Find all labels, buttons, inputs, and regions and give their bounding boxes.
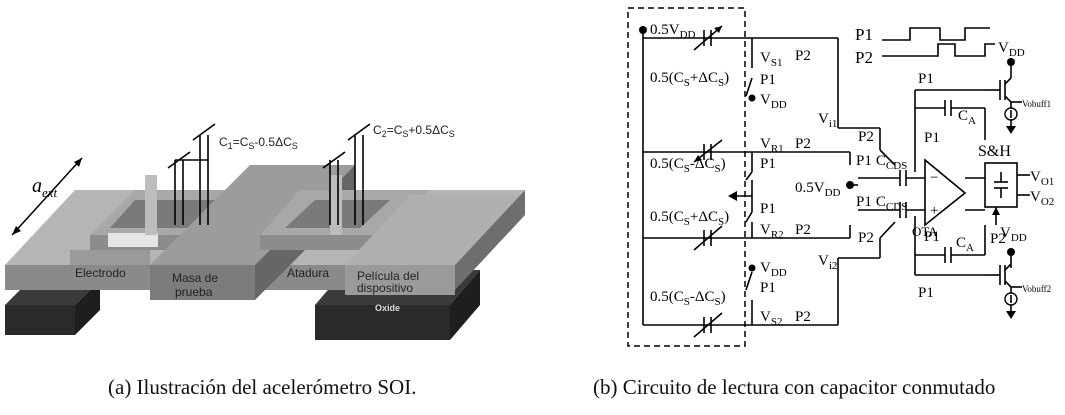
ota-label: OTA [912, 224, 938, 239]
vobuff1-label: Vobuff1 [1022, 99, 1051, 109]
ca-label-top: CA [958, 108, 976, 127]
cds-section [846, 128, 925, 258]
p2-label-b: P2 [795, 136, 811, 152]
p1-ccds-label-b: P1 CCDS [856, 194, 907, 213]
variable-capacitor-2 [693, 139, 723, 163]
clock-p2-label: P2 [855, 48, 873, 67]
variable-capacitor-top [693, 25, 723, 51]
oxide-left-front [5, 305, 75, 335]
p1-label-c: P1 [760, 201, 776, 217]
vobuff2-label: Vobuff2 [1022, 284, 1051, 294]
variable-capacitor-bottom [693, 312, 723, 338]
oxide-left-side [75, 280, 100, 335]
vi2-label: Vi2 [818, 253, 837, 272]
electrode-plate [108, 233, 158, 247]
a-ext-label: aext [32, 175, 58, 200]
switch-sensor-2 [745, 152, 753, 181]
c2-label: C2=CS+0.5ΔCS [373, 123, 455, 139]
vdd-label-a: VDD [760, 92, 787, 111]
post-right [330, 175, 342, 235]
vs1-label: VS1 [760, 50, 782, 69]
cap2-value-label: 0.5(CS-ΔCS) [650, 156, 726, 175]
sh-label: S&H [978, 143, 1011, 160]
switch-sensor-3 [745, 211, 753, 238]
clock-p2-wave [882, 43, 995, 57]
caption-figure-a: (a) Ilustración del acelerómetro SOI. [108, 375, 417, 399]
switch-sensor-4 [745, 264, 756, 325]
device-layer-side [455, 190, 525, 290]
p2-sh-label: P2 [990, 231, 1006, 247]
p2-label-d: P2 [795, 309, 811, 325]
electrode-block [70, 250, 150, 265]
vdd-top-right-label: VDD [998, 40, 1025, 59]
vr1-label: VR1 [760, 136, 784, 155]
clock-p1-wave [882, 27, 990, 41]
capacitor-c2-symbol [322, 123, 371, 225]
cap4-value-label: 0.5(CS-ΔCS) [650, 289, 726, 308]
cap1-value-label: 0.5(CS+ΔCS) [650, 70, 729, 89]
atadura-label: Atadura [287, 266, 329, 280]
proof-mass-front [150, 265, 255, 300]
post-left [145, 175, 157, 235]
sensor-dashed-box [627, 7, 746, 347]
capacitor-c1-symbol [167, 123, 216, 225]
electrodo-label: Electrodo [75, 266, 126, 280]
p1-ccds-label-a: P1 CCDS [856, 153, 907, 172]
film-front [345, 265, 455, 295]
p1-label-b: P1 [760, 156, 776, 172]
arrow-head-down-icon [12, 226, 21, 235]
arrow-head-up-icon [74, 158, 82, 167]
p1-label-a: P1 [760, 72, 776, 88]
masa-label-line1: Masa de [172, 271, 218, 285]
p2-label-f: P2 [858, 230, 874, 246]
switch-sensor-1 [745, 38, 756, 102]
vo1-label: VO1 [1030, 169, 1054, 188]
vdd-label-b: VDD [760, 260, 787, 279]
p2-label-e: P2 [858, 129, 874, 145]
vo2-label: VO2 [1030, 189, 1054, 208]
pelicula-label-line1: Película del [357, 269, 419, 283]
cavity-left [110, 200, 215, 228]
vdd-half-mid-label: 0.5VDD [795, 180, 841, 199]
film-top [345, 195, 520, 265]
masa-label-line2: prueba [175, 285, 213, 299]
sample-hold-block [984, 162, 1018, 208]
pelicula-label-line2: dispositivo [357, 281, 413, 295]
readout-circuit: 0.5VDD 0.5(CS+ΔCS) 0.5( [627, 7, 1054, 347]
c1-label: C1=CS-0.5ΔCS [219, 135, 298, 151]
vi1-label: Vi1 [818, 111, 837, 130]
variable-capacitor-3 [693, 225, 723, 251]
clock-waveforms: P1 P2 [855, 25, 995, 67]
buffer-transistor-top [985, 58, 1022, 134]
ota-symbol [924, 158, 967, 227]
accelerometer-illustration: aext C1=CS-0.5ΔCS C2=CS+0.5ΔCS Electrodo… [5, 123, 525, 340]
oxide-right-side [450, 270, 480, 340]
cap3-value-label: 0.5(CS+ΔCS) [650, 209, 729, 228]
caption-figure-b: (b) Circuito de lectura con capacitor co… [593, 375, 996, 399]
feedback-caps [914, 89, 986, 276]
clock-p1-label: P1 [855, 25, 873, 44]
ota-minus: − [930, 170, 938, 186]
ca-label-bottom: CA [956, 235, 974, 254]
p1-label-e: P1 [924, 130, 940, 146]
buffer-transistor-bottom [985, 248, 1022, 319]
vs2-label: VS2 [760, 309, 782, 328]
p2-label-c: P2 [795, 222, 811, 238]
vdd-bottom-right-label: VDD [1000, 225, 1027, 244]
oxide-right-front [315, 305, 450, 340]
vr2-label: VR2 [760, 222, 784, 241]
p1-label-top: P1 [918, 71, 934, 87]
p1-label-d: P1 [760, 280, 776, 296]
p1-label-f: P1 [924, 229, 940, 245]
ota-plus: + [930, 203, 938, 219]
electrode-frame-front-right [260, 235, 390, 250]
p2-label-a: P2 [795, 48, 811, 64]
oxide-label: Oxide [375, 303, 400, 313]
acceleration-axis-line [11, 157, 83, 236]
proof-mass-arrow-icon [728, 191, 737, 201]
p1-label-bottom: P1 [918, 285, 934, 301]
